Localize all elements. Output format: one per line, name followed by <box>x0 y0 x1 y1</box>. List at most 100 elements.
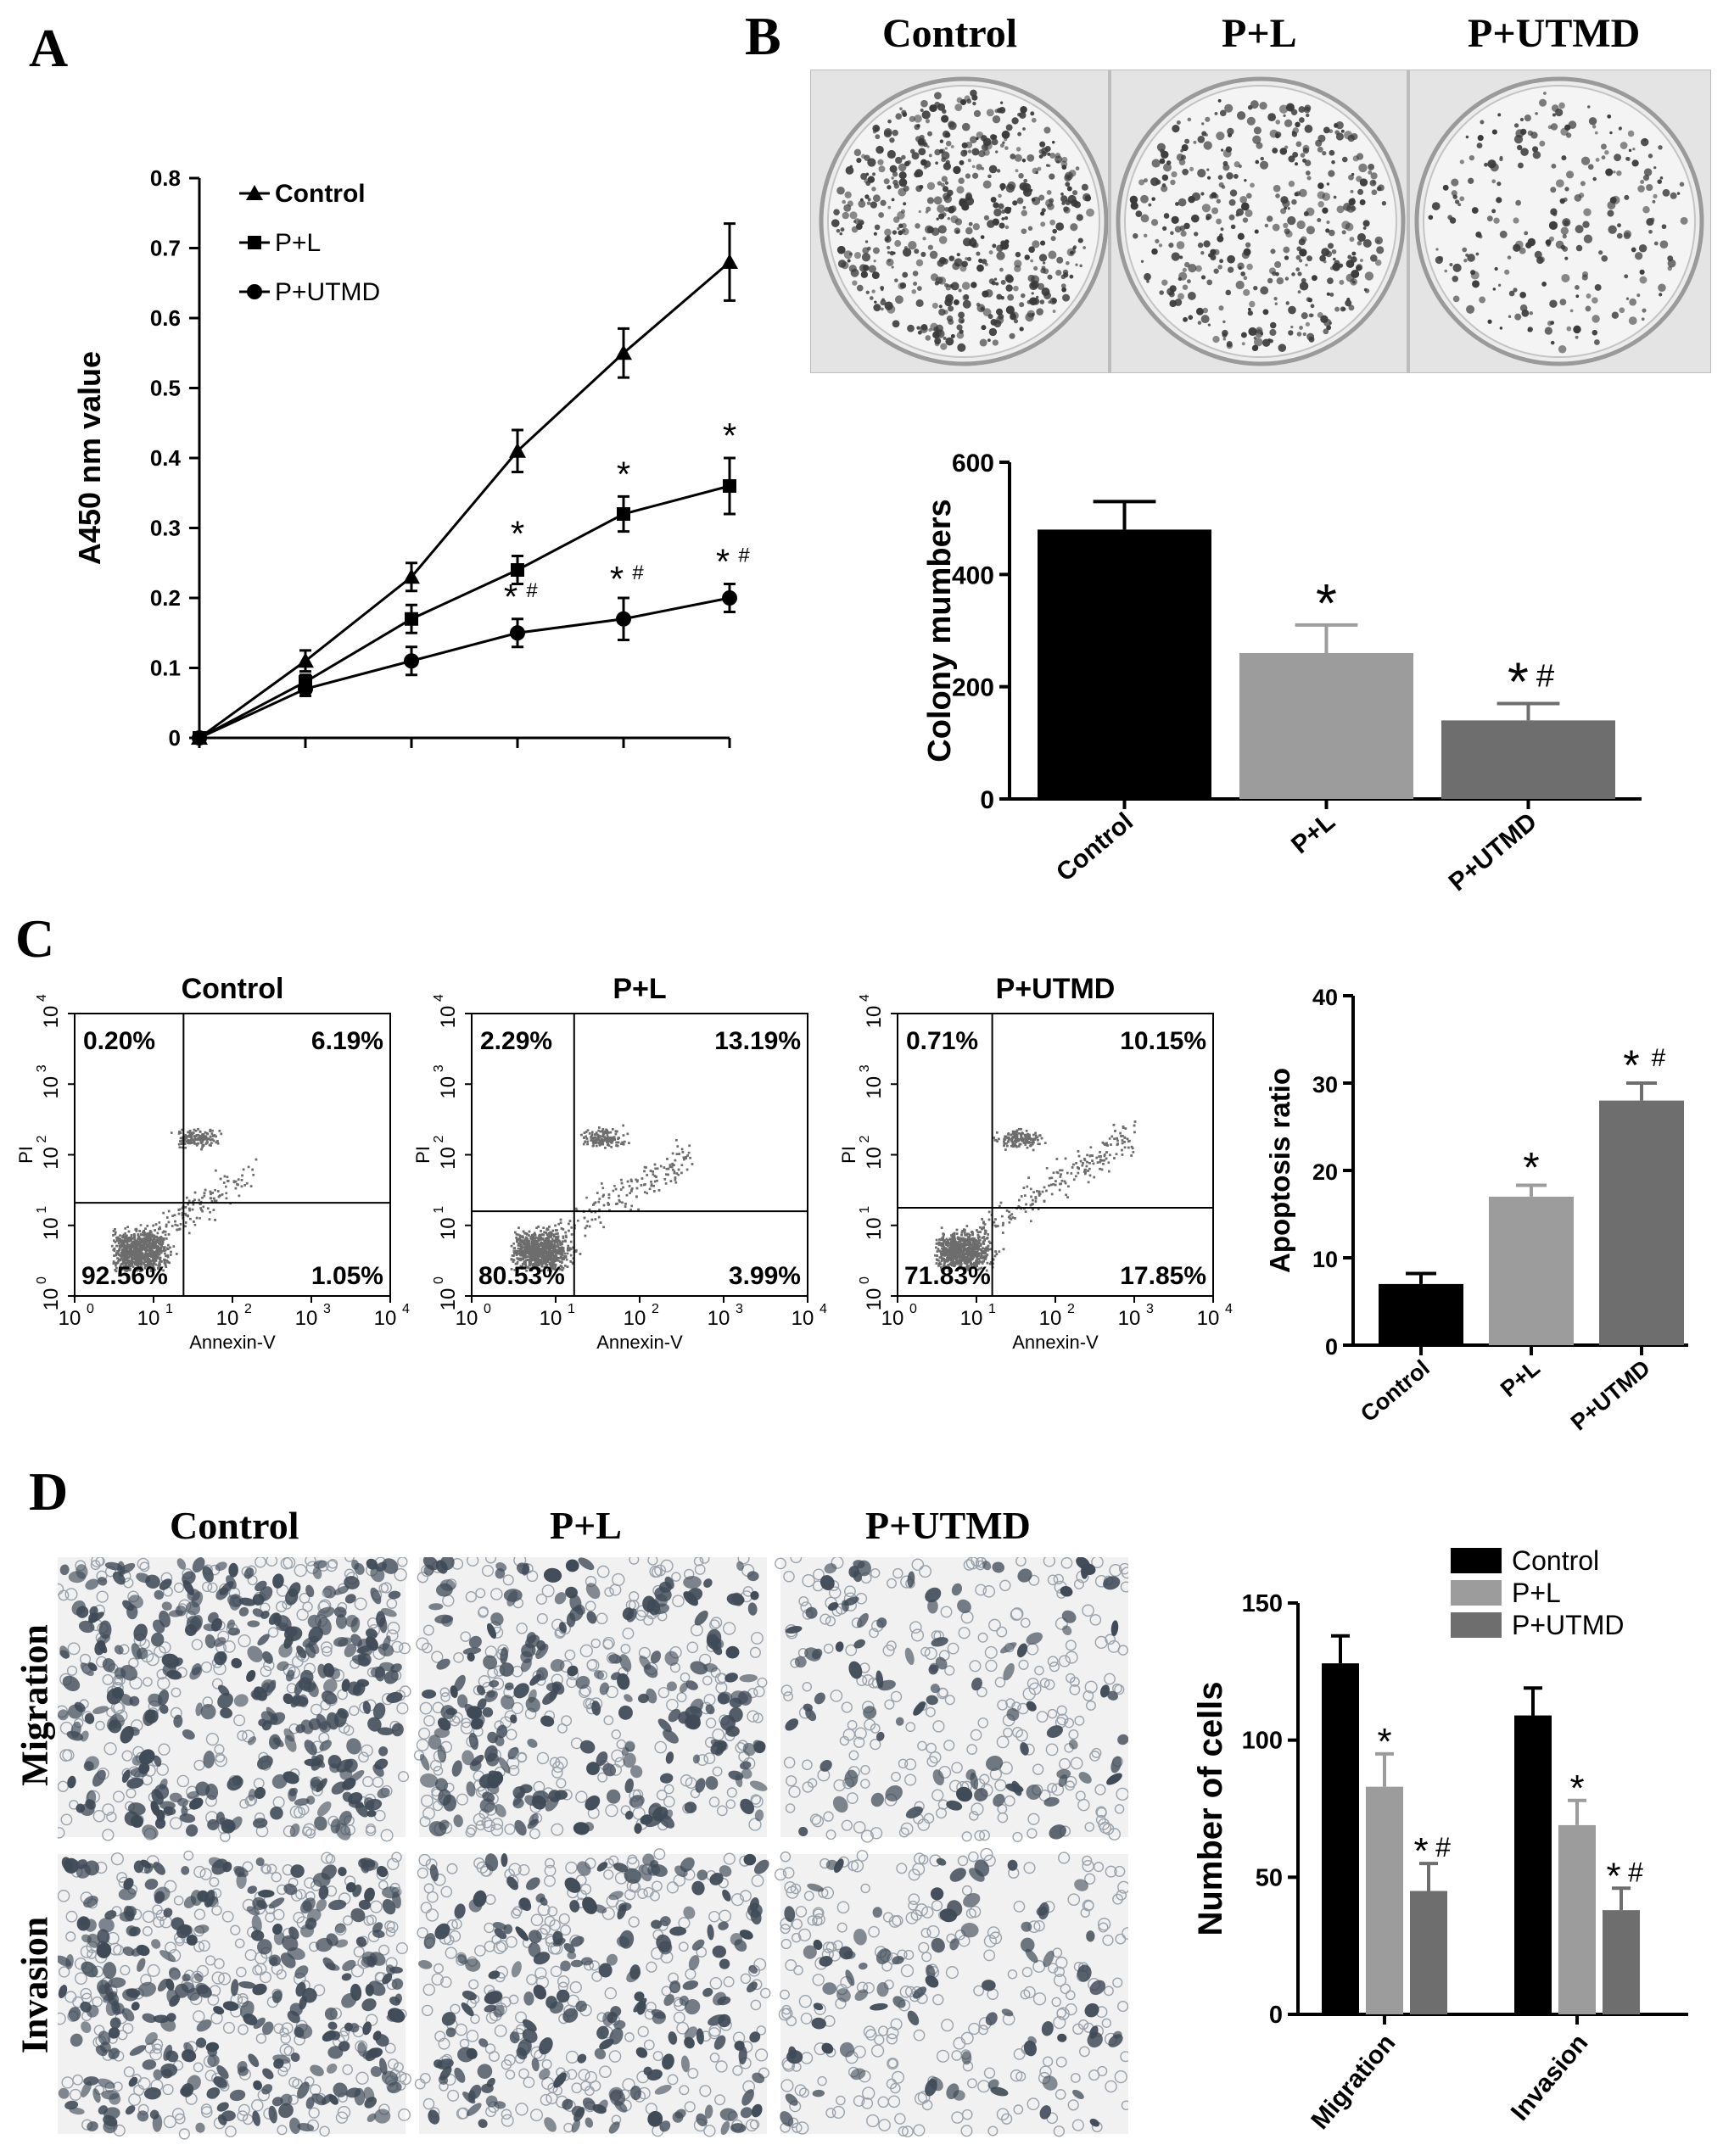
event-dot <box>149 1254 152 1257</box>
colony <box>1594 131 1598 135</box>
colony <box>954 218 963 226</box>
event-dot <box>151 1233 154 1237</box>
colony <box>935 324 944 332</box>
colony <box>1611 195 1620 204</box>
colony <box>981 166 985 170</box>
data-point <box>616 611 631 627</box>
petri-dish-P+L <box>1116 76 1406 366</box>
event-dot <box>163 1260 166 1262</box>
colony <box>1066 248 1076 257</box>
event-dot <box>214 1188 216 1192</box>
event-dot <box>225 1185 227 1188</box>
colony <box>1491 129 1497 135</box>
event-dot <box>200 1141 203 1143</box>
colony <box>923 160 931 168</box>
colony <box>907 324 915 332</box>
colony <box>935 161 938 165</box>
colony <box>836 186 845 195</box>
colony <box>1250 100 1259 109</box>
colony <box>1629 298 1637 306</box>
colony <box>1007 293 1015 301</box>
colony <box>836 228 841 233</box>
colony <box>1471 207 1479 214</box>
colony <box>983 141 993 150</box>
colony <box>1329 229 1335 237</box>
colony <box>988 327 998 337</box>
colony <box>1555 108 1564 117</box>
event-dot <box>210 1200 214 1203</box>
event-dot <box>193 1138 195 1142</box>
colony <box>1359 258 1363 263</box>
colony <box>1176 154 1184 161</box>
y-tick-label: 0.6 <box>150 305 181 331</box>
event-dot <box>112 1230 115 1232</box>
event-dot <box>145 1243 148 1246</box>
event-dot <box>115 1266 118 1270</box>
event-dot <box>155 1253 159 1256</box>
y-axis-label: A450 nm value <box>72 351 107 565</box>
colony <box>982 180 992 189</box>
colony <box>900 209 906 214</box>
event-dot <box>122 1233 126 1237</box>
event-dot <box>128 1246 131 1248</box>
colony <box>1452 263 1462 272</box>
colony <box>836 245 846 254</box>
event-dot <box>117 1238 120 1241</box>
colony <box>1188 264 1197 273</box>
photo-title-pl: P+L <box>1222 11 1297 56</box>
event-dot <box>193 1137 197 1140</box>
event-dot <box>154 1244 156 1248</box>
colony <box>1197 242 1204 249</box>
colony <box>1161 185 1168 193</box>
colony <box>1636 293 1641 298</box>
colony <box>1435 255 1443 265</box>
colony <box>943 336 947 340</box>
colony <box>1322 150 1327 156</box>
colony <box>856 284 864 292</box>
colony <box>965 173 971 179</box>
colony <box>1189 166 1194 171</box>
colony <box>1043 126 1051 134</box>
event-dot <box>158 1227 160 1231</box>
event-dot <box>129 1250 131 1253</box>
x-tick-label: 10 <box>374 1307 397 1330</box>
colony <box>980 306 985 311</box>
colony <box>1062 293 1071 302</box>
colony <box>1467 254 1475 262</box>
colony <box>1130 202 1138 210</box>
event-dot <box>200 1209 203 1211</box>
event-dot <box>116 1236 120 1239</box>
event-dot <box>199 1203 202 1205</box>
series-line <box>199 596 730 740</box>
colony <box>941 115 949 123</box>
colony <box>912 271 919 276</box>
colony <box>1628 316 1637 326</box>
colony <box>971 148 980 156</box>
colony <box>1079 264 1082 268</box>
colony <box>833 209 840 215</box>
event-dot <box>159 1241 162 1244</box>
colony <box>1307 298 1313 303</box>
event-dot <box>128 1264 131 1267</box>
colony <box>961 203 970 211</box>
event-dot <box>148 1258 151 1260</box>
event-dot <box>210 1142 213 1144</box>
colony <box>894 240 902 248</box>
colony <box>1352 280 1356 284</box>
event-dot <box>513 1269 517 1271</box>
event-dot <box>665 1167 669 1170</box>
colony <box>1333 257 1336 261</box>
event-dot <box>588 1132 591 1135</box>
event-dot <box>128 1262 131 1265</box>
colony <box>1348 304 1355 311</box>
colony <box>1550 123 1558 131</box>
event-dot <box>124 1259 126 1261</box>
colony <box>1479 296 1486 304</box>
colony <box>860 172 868 181</box>
colony <box>1269 129 1278 138</box>
colony <box>1140 214 1150 223</box>
colony <box>962 299 971 309</box>
colony <box>1331 249 1337 254</box>
event-dot <box>154 1253 157 1255</box>
